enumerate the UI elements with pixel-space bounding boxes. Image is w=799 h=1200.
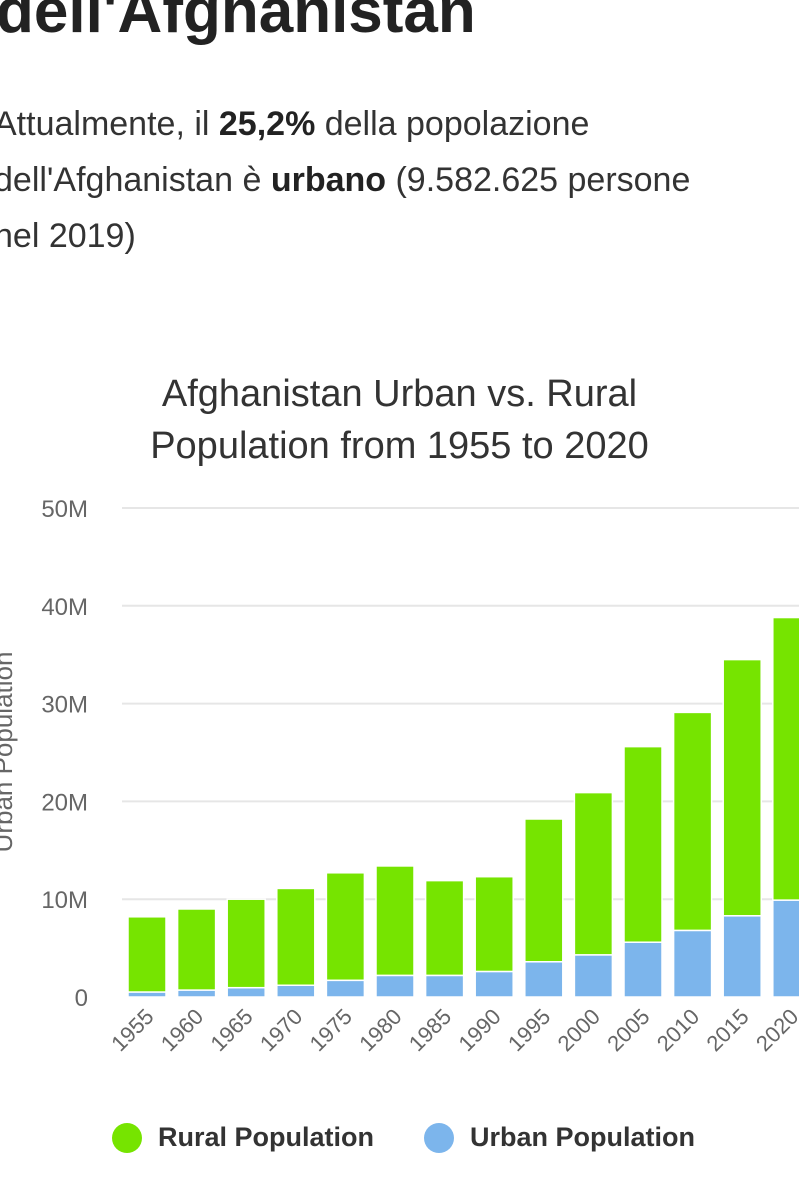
legend-label-urban: Urban Population: [470, 1122, 695, 1152]
legend-swatch-rural: [112, 1122, 142, 1153]
bar-urban-1975: [325, 979, 366, 998]
intro-text-5: nel 2019): [0, 217, 136, 255]
x-tick-label-2005: 2005: [602, 1004, 654, 1056]
bar-urban-1990: [474, 970, 514, 998]
y-tick-label-0: 0: [75, 985, 88, 1012]
x-tick-label-1960: 1960: [156, 1004, 208, 1056]
bar-rural-1985: [424, 879, 465, 977]
bar-rural-1965: [226, 898, 266, 989]
bar-urban-2000: [573, 954, 614, 998]
bar-urban-1995: [524, 961, 564, 998]
legend-item-urban[interactable]: Urban Population: [424, 1122, 695, 1153]
bar-rural-2020: [772, 616, 799, 901]
x-tick-label-1985: 1985: [404, 1004, 456, 1056]
x-tick-label-1995: 1995: [503, 1004, 555, 1056]
chart-title: Afghanistan Urban vs. Rural Population f…: [0, 368, 799, 472]
chart-legend: Rural Population Urban Population: [0, 1122, 799, 1162]
bar-rural-1970: [276, 887, 316, 987]
bar-rural-1960: [176, 908, 217, 991]
y-axis-title: Urban Population: [0, 652, 18, 853]
chart-title-line-2: Population from 1955 to 2020: [150, 425, 649, 467]
bar-urban-2020: [772, 899, 799, 998]
bar-urban-2010: [672, 929, 713, 998]
legend-swatch-urban: [424, 1122, 454, 1153]
bar-rural-1980: [375, 865, 415, 977]
urban-percent: 25,2%: [218, 105, 316, 143]
bar-urban-2015: [722, 915, 762, 998]
intro-text-4: (9.582.625 persone: [386, 161, 691, 199]
bar-urban-2005: [623, 941, 663, 998]
x-tick-label-2000: 2000: [553, 1004, 605, 1056]
bar-rural-1975: [325, 872, 366, 982]
intro-text-3: dell'Afghanistan è: [0, 161, 271, 199]
legend-item-rural[interactable]: Rural Population: [112, 1122, 374, 1153]
bar-rural-2005: [623, 745, 663, 943]
bar-rural-2015: [722, 658, 762, 917]
bar-rural-2010: [672, 711, 713, 932]
x-tick-label-1965: 1965: [205, 1004, 257, 1056]
x-tick-label-1970: 1970: [255, 1004, 307, 1056]
intro-paragraph: Attualmente, il 25,2% della popolazione …: [0, 96, 799, 264]
x-tick-label-1975: 1975: [305, 1004, 357, 1056]
bar-urban-1985: [424, 974, 465, 998]
x-tick-label-2010: 2010: [652, 1004, 704, 1056]
intro-text-2: della popolazione: [315, 105, 590, 143]
legend-label-rural: Rural Population: [158, 1122, 374, 1152]
x-tick-label-2015: 2015: [701, 1004, 753, 1056]
bar-rural-2000: [573, 791, 614, 956]
x-tick-label-1955: 1955: [106, 1004, 158, 1056]
bar-urban-1980: [375, 974, 415, 998]
x-tick-label-2020: 2020: [751, 1004, 799, 1056]
intro-text-1: Attualmente, il: [0, 105, 219, 143]
y-tick-label-1: 10M: [41, 887, 88, 914]
y-tick-label-3: 30M: [41, 692, 88, 719]
chart-title-line-1: Afghanistan Urban vs. Rural: [161, 373, 638, 415]
bar-urban-1970: [276, 984, 316, 998]
bar-urban-1955: [127, 991, 167, 998]
bar-urban-1960: [176, 989, 217, 998]
x-tick-label-1990: 1990: [453, 1004, 505, 1056]
y-tick-label-5: 50M: [41, 496, 88, 523]
urban-word: urbano: [270, 161, 387, 199]
bar-urban-1965: [226, 986, 266, 998]
page-heading: dell'Afghanistan: [0, 0, 476, 46]
y-tick-label-2: 20M: [41, 789, 88, 816]
bar-rural-1955: [127, 916, 167, 993]
x-tick-label-1980: 1980: [354, 1004, 406, 1056]
bar-rural-1990: [474, 875, 514, 973]
y-tick-label-4: 40M: [41, 594, 88, 621]
bar-rural-1995: [524, 818, 564, 963]
